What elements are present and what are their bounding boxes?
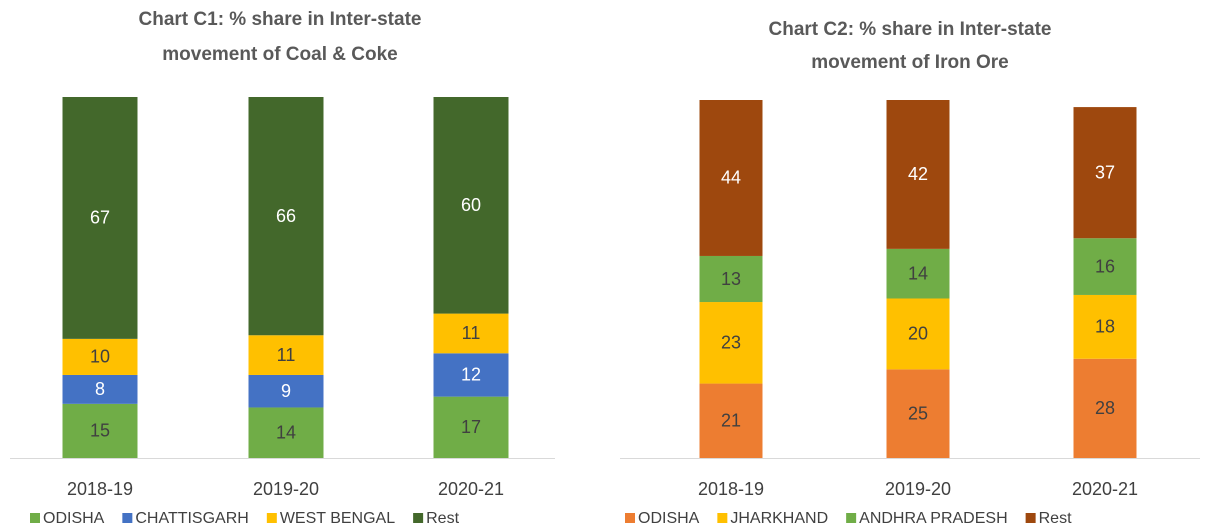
data-label: 23 xyxy=(721,333,741,353)
legend-swatch xyxy=(846,513,857,523)
legend-swatch xyxy=(717,513,728,523)
bar-segment xyxy=(248,335,324,375)
legend-swatch xyxy=(30,513,40,523)
bar-segment xyxy=(886,369,950,458)
bar-segment xyxy=(886,298,950,370)
bar-segment xyxy=(248,374,324,408)
x-tick-label: 2019-20 xyxy=(253,479,319,499)
bar-segment xyxy=(1073,294,1137,359)
bar-segment xyxy=(62,338,138,375)
legend-label: WEST BENGAL xyxy=(280,510,395,527)
data-label: 37 xyxy=(1095,162,1115,182)
data-label: 14 xyxy=(908,263,928,283)
data-label: 21 xyxy=(721,411,741,431)
data-label: 11 xyxy=(462,323,481,343)
data-label: 67 xyxy=(90,208,110,228)
data-label: 25 xyxy=(908,403,928,423)
legend-swatch xyxy=(266,513,277,523)
bar-segment xyxy=(433,97,509,314)
bar-segment xyxy=(62,374,138,404)
data-label: 14 xyxy=(276,422,296,442)
bar-segment xyxy=(433,313,509,354)
bar-segment xyxy=(886,100,950,249)
bar-segment xyxy=(62,403,138,458)
bar-segment xyxy=(248,407,324,458)
bar-segment xyxy=(1073,358,1137,458)
x-tick-label: 2018-19 xyxy=(67,479,133,499)
legend-swatch xyxy=(122,513,133,523)
data-label: 9 xyxy=(281,381,291,401)
bar-segment xyxy=(699,100,763,256)
bar-segment xyxy=(699,383,763,458)
data-label: 42 xyxy=(908,164,928,184)
legend-label: ANDHRA PRADESH xyxy=(859,510,1007,527)
x-tick-label: 2020-21 xyxy=(438,479,504,499)
legend-swatch xyxy=(413,513,424,523)
data-label: 44 xyxy=(721,168,741,188)
legend-label: JHARKHAND xyxy=(730,510,828,527)
bar-segment xyxy=(1073,238,1137,295)
legend-label: Rest xyxy=(1039,510,1072,527)
data-label: 28 xyxy=(1095,398,1115,418)
data-label: 15 xyxy=(90,421,110,441)
x-tick-label: 2019-20 xyxy=(885,479,951,499)
bar-segment xyxy=(433,353,509,397)
data-label: 17 xyxy=(461,417,481,437)
chart-title: Chart C2: % share in Inter-state xyxy=(769,19,1052,40)
x-tick-label: 2020-21 xyxy=(1072,479,1138,499)
x-tick-label: 2018-19 xyxy=(698,479,764,499)
data-label: 12 xyxy=(461,365,481,385)
data-label: 16 xyxy=(1095,256,1115,276)
data-label: 66 xyxy=(276,206,296,226)
legend-swatch xyxy=(1025,513,1036,523)
bar-segment xyxy=(699,255,763,303)
data-label: 11 xyxy=(277,345,296,365)
legend-label: ODISHA xyxy=(638,510,700,527)
chart-title: Chart C1: % share in Inter-state xyxy=(139,9,422,30)
bar-segment xyxy=(248,97,324,336)
data-label: 13 xyxy=(721,269,741,289)
legend-label: CHATTISGARH xyxy=(135,510,248,527)
data-label: 60 xyxy=(461,195,481,215)
chart-title: movement of Iron Ore xyxy=(811,52,1008,73)
data-label: 10 xyxy=(90,347,110,367)
bar-segment xyxy=(1073,107,1137,239)
data-label: 8 xyxy=(95,379,105,399)
bar-segment xyxy=(433,396,509,458)
legend-swatch xyxy=(625,513,635,523)
bar-segment xyxy=(699,302,763,384)
legend-label: Rest xyxy=(426,510,459,527)
data-label: 20 xyxy=(908,324,928,344)
data-label: 18 xyxy=(1095,317,1115,337)
chart-title: movement of Coal & Coke xyxy=(162,44,397,65)
legend-label: ODISHA xyxy=(43,510,105,527)
bar-segment xyxy=(62,97,138,339)
bar-segment xyxy=(886,248,950,299)
